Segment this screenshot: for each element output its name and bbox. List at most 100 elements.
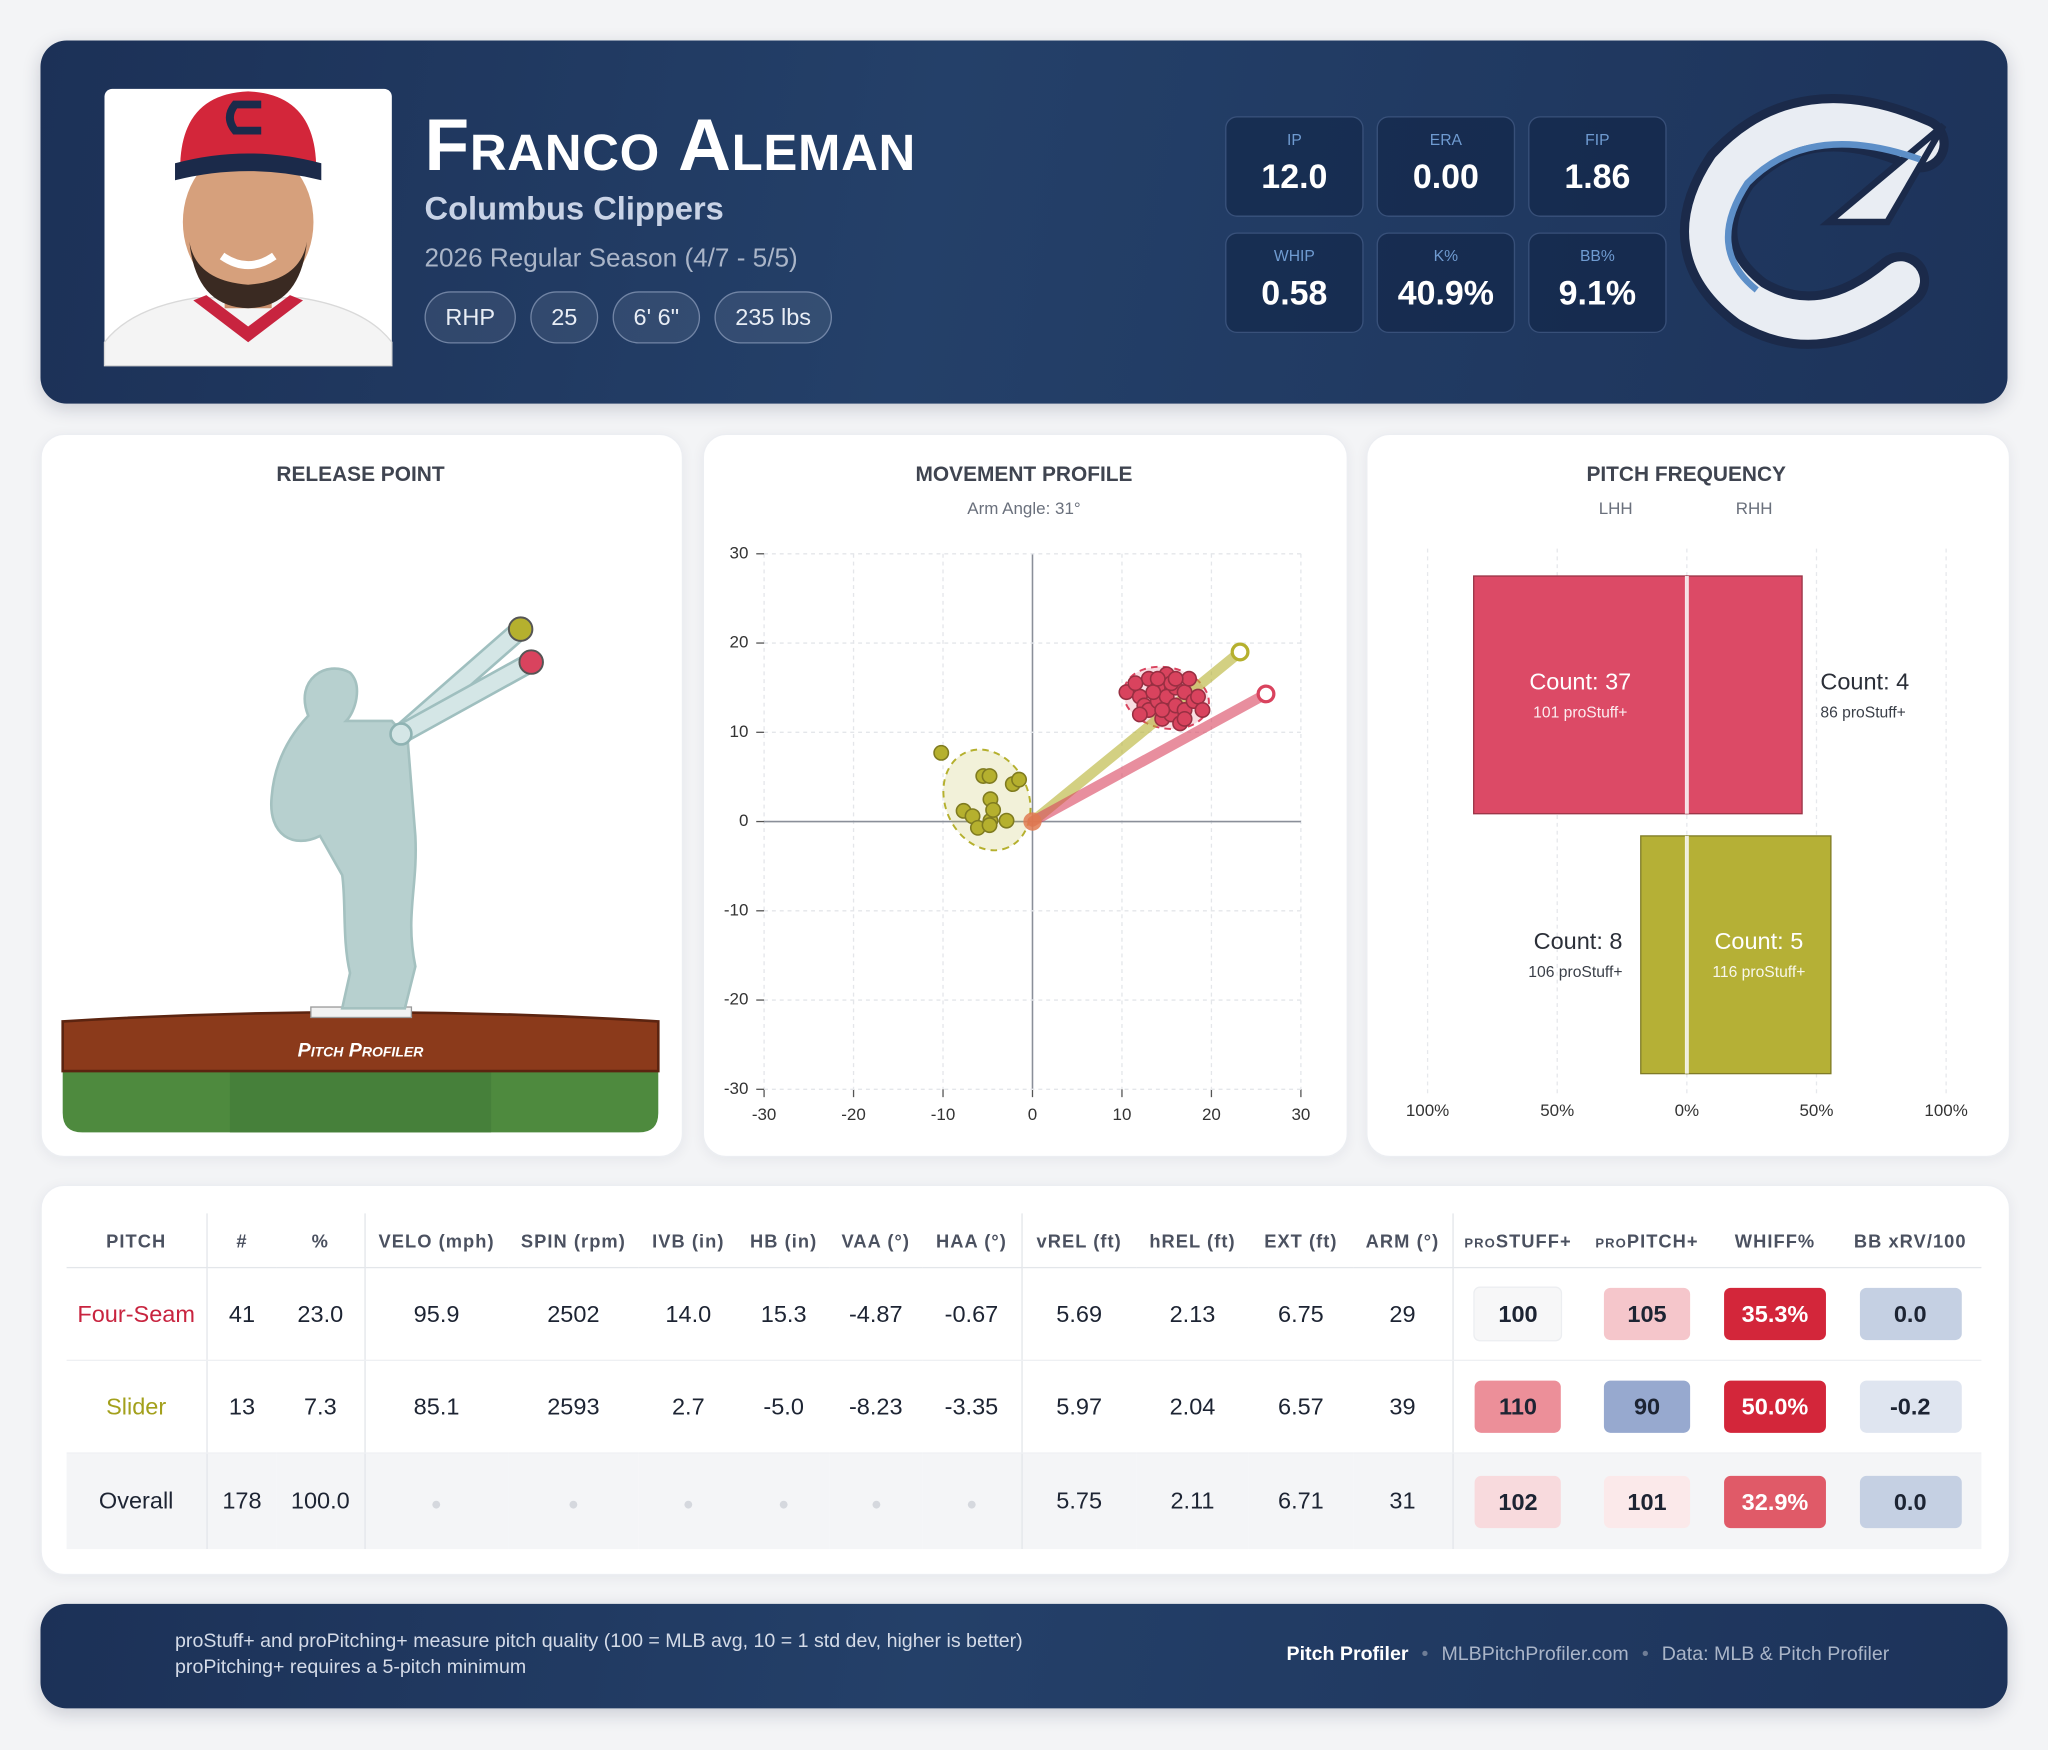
column-header: ARM (°) bbox=[1353, 1213, 1454, 1269]
table-cell: 2593 bbox=[508, 1360, 639, 1454]
cell-text: -5.0 bbox=[763, 1392, 804, 1420]
frequency-bar bbox=[1640, 835, 1688, 1075]
pitch-point bbox=[985, 801, 1002, 818]
stat-label: ERA bbox=[1429, 130, 1462, 149]
table-cell: 85.1 bbox=[364, 1360, 509, 1454]
table-cell: 23.0 bbox=[276, 1267, 366, 1361]
empty-dot bbox=[432, 1500, 441, 1509]
cell-text: 2.11 bbox=[1170, 1487, 1215, 1514]
x-tick-label: -10 bbox=[931, 1105, 956, 1124]
column-header: WHIFF% bbox=[1711, 1213, 1840, 1269]
stat-value: 1.86 bbox=[1564, 156, 1631, 196]
pitch-table: PITCH #% VELO (mph) SPIN (rpm) IVB (in) HB (i… bbox=[66, 1213, 1982, 1550]
cell-text: 6.57 bbox=[1277, 1392, 1324, 1420]
x-tick-label: 0 bbox=[1028, 1105, 1037, 1124]
stat-box: WHIP 0.58 bbox=[1225, 232, 1364, 334]
empty-dot bbox=[779, 1500, 788, 1509]
column-header: hREL (ft) bbox=[1136, 1213, 1249, 1269]
metric-pill: 90 bbox=[1603, 1380, 1691, 1433]
cell-text: 41 bbox=[228, 1300, 256, 1327]
y-tick-label: -30 bbox=[724, 1079, 749, 1098]
origin-dot bbox=[1023, 812, 1042, 831]
team-name: Columbus Clippers bbox=[424, 190, 724, 228]
table-cell: 2.11 bbox=[1136, 1453, 1249, 1550]
metric-pill: 0.0 bbox=[1859, 1475, 1962, 1528]
side-label: RHH bbox=[1736, 499, 1773, 518]
x-tick-label: 20 bbox=[1202, 1105, 1221, 1124]
table-cell: 0.0 bbox=[1839, 1453, 1982, 1550]
pitch-point bbox=[981, 768, 998, 784]
count-label: Count: 8 bbox=[1534, 928, 1623, 954]
stat-value: 0.00 bbox=[1412, 156, 1479, 196]
table-cell: 2.13 bbox=[1136, 1267, 1249, 1361]
pitch-point bbox=[1131, 706, 1148, 723]
pitch-point bbox=[1011, 771, 1028, 788]
table-cell bbox=[364, 1453, 509, 1550]
table-cell bbox=[638, 1453, 738, 1550]
column-header: proPITCH+ bbox=[1583, 1213, 1712, 1269]
table-cell: 2.7 bbox=[638, 1360, 738, 1454]
arm-angle-end bbox=[1230, 642, 1250, 662]
separator: • bbox=[1641, 1643, 1649, 1666]
stuff-label: 101 proStuff+ bbox=[1533, 704, 1627, 721]
empty-dot bbox=[684, 1500, 693, 1509]
cell-text: 2.13 bbox=[1169, 1300, 1216, 1327]
table-row: Slider 13 7.3 85.1 2593 2.7 -5.0 -8.23 -3.35 5.97… bbox=[66, 1360, 1982, 1454]
stat-label: IP bbox=[1286, 130, 1302, 149]
team-logo bbox=[1680, 94, 1949, 349]
pitch-point bbox=[1190, 688, 1206, 705]
arm-angle-line bbox=[1027, 646, 1246, 827]
column-header: VELO (mph) bbox=[364, 1213, 509, 1269]
side-label: LHH bbox=[1599, 499, 1633, 518]
pitch-point bbox=[1127, 675, 1144, 692]
cell-text: 7.3 bbox=[303, 1392, 337, 1420]
column-header: HAA (°) bbox=[922, 1213, 1023, 1269]
x-tick-label: 0% bbox=[1675, 1101, 1700, 1120]
cell-text: 100.0 bbox=[290, 1487, 350, 1514]
player-tags: RHP 25 6' 6" 235 lbs bbox=[424, 291, 832, 344]
stat-box: ERA 0.00 bbox=[1376, 116, 1516, 217]
stat-grid: IP 12.0 ERA 0.00 FIP 1.86 WHIP 0.58 K% 40.9% BB% 9.… bbox=[1225, 116, 1667, 334]
table-cell: 101 bbox=[1583, 1453, 1712, 1550]
stuff-label: 116 proStuff+ bbox=[1712, 964, 1805, 981]
x-tick-label: 50% bbox=[1800, 1101, 1834, 1120]
column-header: BB xRV/100 bbox=[1839, 1213, 1982, 1269]
panel-title: RELEASE POINT bbox=[276, 463, 444, 486]
cell-text: -3.35 bbox=[944, 1392, 999, 1420]
table-cell: -5.0 bbox=[737, 1360, 830, 1454]
pitch-point bbox=[1194, 702, 1211, 718]
cell-text: 85.1 bbox=[413, 1392, 460, 1420]
pitch-point bbox=[1154, 702, 1171, 718]
table-cell: 39 bbox=[1353, 1360, 1454, 1454]
cell-text: 2.04 bbox=[1169, 1392, 1216, 1420]
x-tick-label: 50% bbox=[1540, 1101, 1574, 1120]
frequency-bar bbox=[1686, 835, 1832, 1075]
table-cell: 6.57 bbox=[1248, 1360, 1354, 1454]
footer-note: proStuff+ and proPitching+ measure pitch… bbox=[175, 1630, 1023, 1653]
season: 2026 Regular Season (4/7 - 5/5) bbox=[424, 244, 798, 273]
stat-value: 40.9% bbox=[1397, 272, 1495, 313]
stat-label: BB% bbox=[1579, 246, 1615, 266]
cell-text: 31 bbox=[1389, 1487, 1416, 1514]
metric-pill: -0.2 bbox=[1859, 1380, 1962, 1433]
panel-subtitle: Arm Angle: 31° bbox=[967, 499, 1080, 518]
cell-text: 13 bbox=[228, 1392, 256, 1420]
empty-dot bbox=[967, 1500, 976, 1509]
cell-text: 178 bbox=[222, 1487, 262, 1514]
cell-text: 14.0 bbox=[665, 1300, 712, 1327]
pitch-name: Overall bbox=[98, 1487, 174, 1514]
face bbox=[182, 146, 314, 298]
cap-brim bbox=[175, 153, 322, 181]
metric-pill: 100 bbox=[1473, 1286, 1563, 1342]
pitch-point bbox=[998, 812, 1015, 829]
y-tick-label: -10 bbox=[724, 900, 749, 919]
table-cell: 6.75 bbox=[1248, 1267, 1354, 1361]
table-cell bbox=[829, 1453, 923, 1550]
column-header: VAA (°) bbox=[829, 1213, 923, 1269]
stat-box: K% 40.9% bbox=[1376, 232, 1516, 334]
table-cell: 5.97 bbox=[1021, 1360, 1137, 1454]
table-cell: 6.71 bbox=[1248, 1453, 1354, 1550]
table-cell: Overall bbox=[66, 1453, 208, 1550]
